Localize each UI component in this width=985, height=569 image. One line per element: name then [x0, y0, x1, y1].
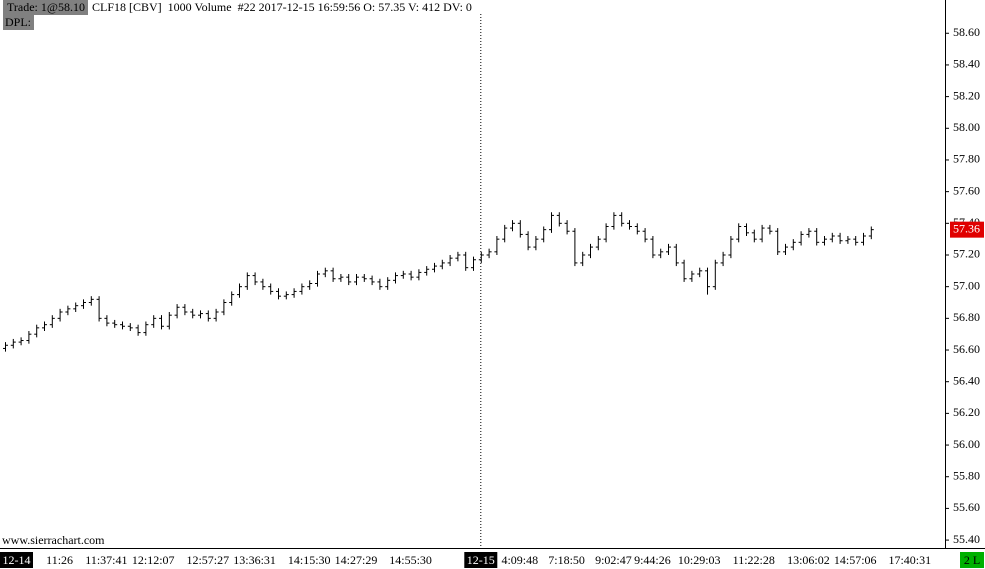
x-tick-label: 14:57:06: [834, 553, 877, 567]
x-tick-label: 4:09:48: [501, 553, 538, 567]
y-tick-label: 57.00: [953, 278, 980, 292]
x-tick-label: 9:44:26: [634, 553, 671, 567]
date-label-box: [0, 552, 33, 568]
x-tick-label: 14:55:30: [389, 553, 432, 567]
x-tick-label: 7:18:50: [548, 553, 585, 567]
x-tick-label: 12:57:27: [186, 553, 229, 567]
x-tick-label: 11:37:41: [85, 553, 127, 567]
y-tick-label: 58.20: [953, 88, 980, 102]
x-tick-label: 17:40:31: [888, 553, 931, 567]
x-tick-label: 12-14: [3, 553, 31, 567]
y-tick-label: 55.80: [953, 468, 980, 482]
x-tick-label: 14:15:30: [288, 553, 331, 567]
y-tick-label: 58.60: [953, 25, 980, 39]
x-tick-label: 11:26: [46, 553, 73, 567]
status-box: [960, 552, 984, 568]
last-price-label: 57.36: [953, 221, 980, 235]
trade-label: Trade: 1@58.10: [7, 0, 85, 14]
x-tick-label: 13:36:31: [233, 553, 276, 567]
y-tick-label: 55.60: [953, 500, 980, 514]
y-tick-label: 56.40: [953, 373, 980, 387]
status-label: 2 L: [964, 553, 980, 567]
y-tick-label: 58.00: [953, 120, 980, 134]
study-label-box: [3, 15, 34, 30]
study-label: DPL:: [5, 15, 31, 29]
y-tick-label: 56.20: [953, 405, 980, 419]
date-label-box: [464, 552, 498, 568]
x-tick-label: 14:27:29: [335, 553, 378, 567]
x-tick-label: 9:02:47: [595, 553, 632, 567]
y-tick-label: 55.40: [953, 532, 980, 546]
y-tick-label: 56.00: [953, 437, 980, 451]
trade-label-box: [3, 0, 88, 15]
last-price-box: [950, 221, 984, 238]
y-tick-label: 57.60: [953, 183, 980, 197]
y-tick-label: 56.80: [953, 310, 980, 324]
x-tick-label: 10:29:03: [678, 553, 721, 567]
watermark: www.sierrachart.com: [2, 533, 105, 547]
y-tick-label: 57.20: [953, 247, 980, 261]
y-tick-label: 58.40: [953, 57, 980, 71]
x-tick-label: 12:12:07: [132, 553, 175, 567]
chart-title: CLF18 [CBV] 1000 Volume #22 2017-12-15 1…: [92, 0, 472, 14]
x-tick-label: 12-15: [467, 553, 495, 567]
y-tick-label: 57.80: [953, 152, 980, 166]
x-tick-label: 13:06:02: [787, 553, 830, 567]
y-tick-label: 56.60: [953, 342, 980, 356]
x-tick-label: 11:22:28: [733, 553, 775, 567]
